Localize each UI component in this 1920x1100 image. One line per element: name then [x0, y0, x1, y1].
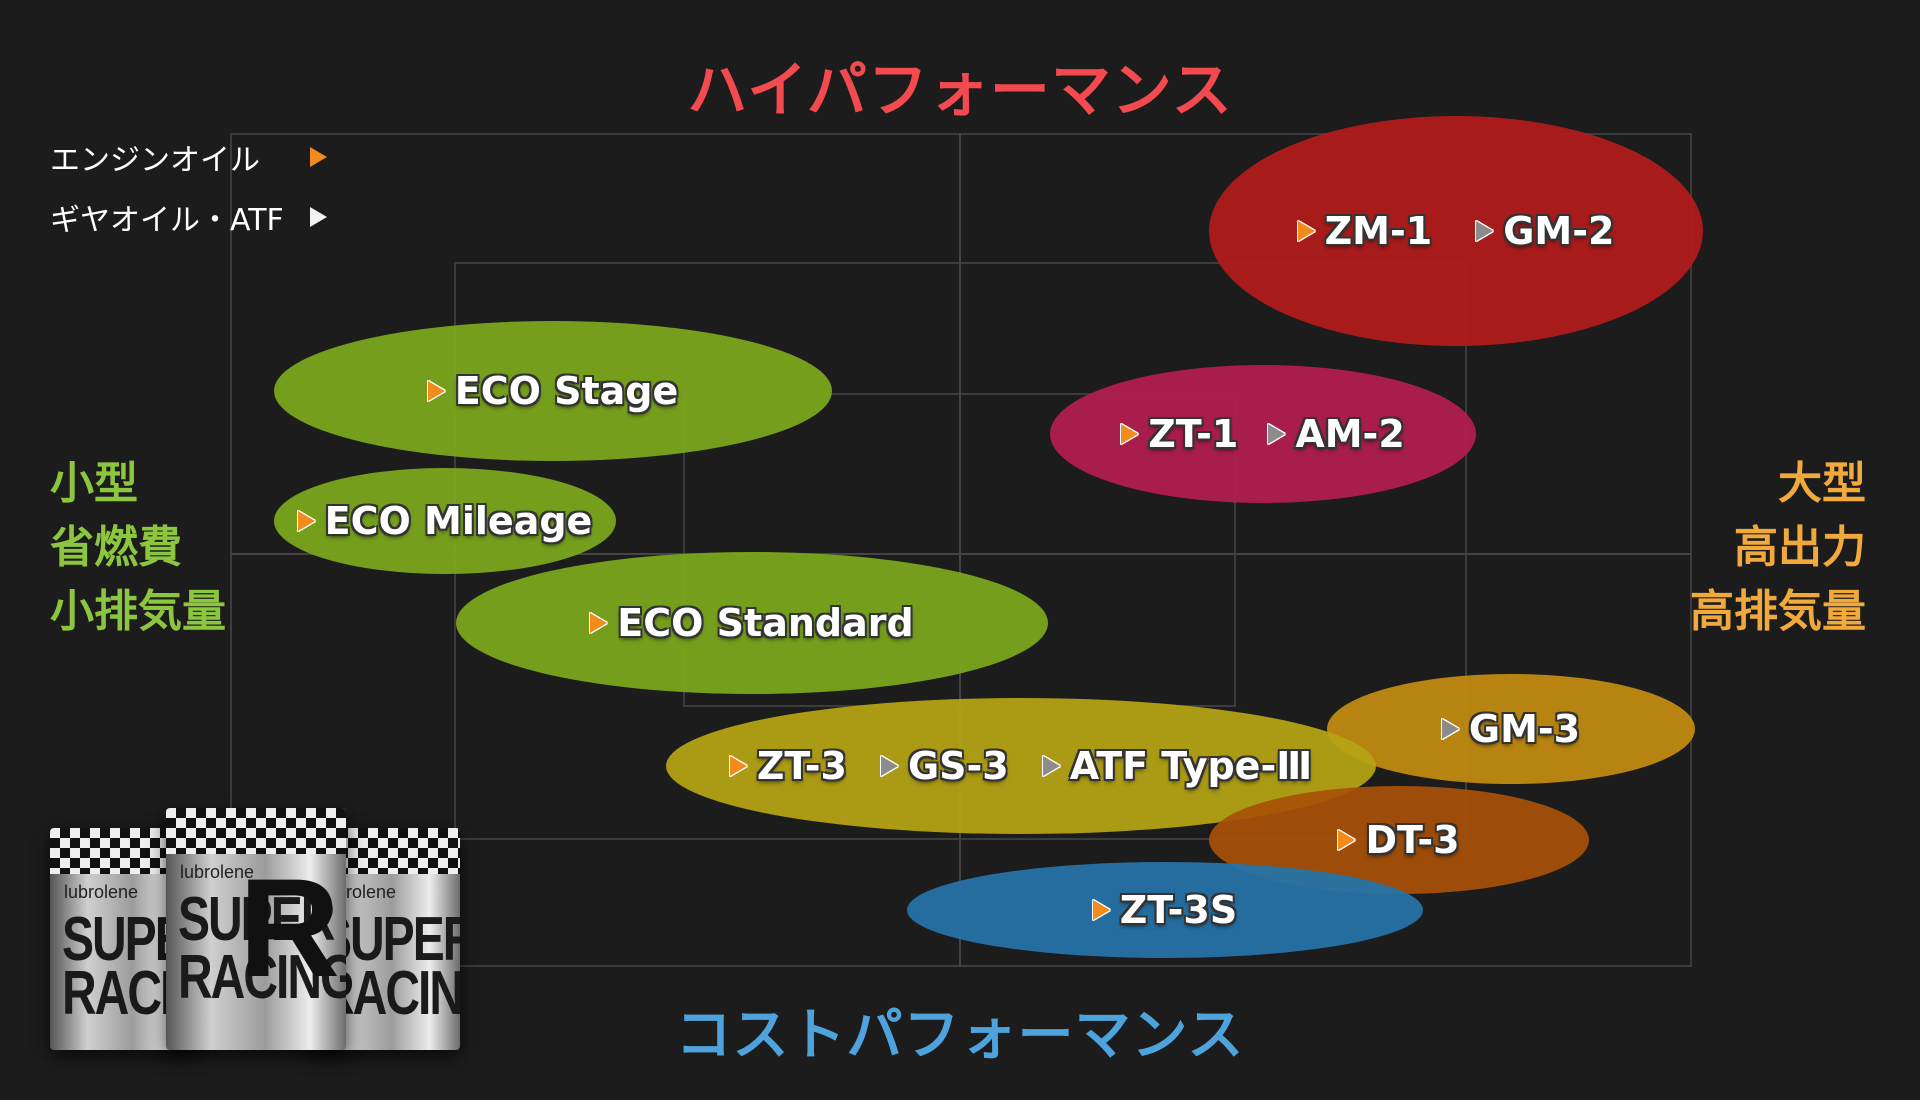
product-name: ZM-1 — [1324, 209, 1433, 253]
product-zt3s[interactable]: ZT-3S — [1092, 888, 1238, 932]
grid-horizontal-axis — [230, 553, 1692, 555]
right-label-line: 大型 — [1778, 458, 1866, 509]
product-name: ECO Stage — [454, 369, 679, 413]
engine-oil-triangle-icon — [427, 381, 445, 401]
group-eco-standard: ECO Standard — [456, 552, 1048, 694]
can-brand: lubrolene — [180, 862, 255, 882]
group-zt1-am2: ZT-1 AM-2 — [1050, 365, 1476, 503]
grid-outer — [230, 133, 1692, 967]
group-zm1-gm2: ZM-1 GM-2 — [1209, 116, 1703, 346]
gear-oil-triangle-icon — [1441, 719, 1459, 739]
product-name: ZT-3 — [756, 744, 847, 788]
engine-oil-triangle-icon — [1092, 900, 1110, 920]
product-eco-stage[interactable]: ECO Stage — [427, 369, 679, 413]
product-zt3[interactable]: ZT-3 — [729, 744, 847, 788]
product-name: ATF Type-Ⅲ — [1069, 744, 1313, 788]
gear-oil-triangle-icon — [880, 756, 898, 776]
left-label-line: 小排気量 — [50, 586, 226, 637]
product-name: ECO Standard — [617, 601, 914, 645]
product-gm2[interactable]: GM-2 — [1476, 209, 1614, 253]
product-name: ZT-3S — [1119, 888, 1238, 932]
product-name: AM-2 — [1295, 412, 1405, 456]
product-name: DT-3 — [1365, 818, 1460, 862]
product-can-image: lubrolene SUPER RACING lubrolene SUPER R… — [46, 790, 466, 1050]
product-am2[interactable]: AM-2 — [1268, 412, 1405, 456]
product-name: ZT-1 — [1148, 412, 1239, 456]
group-eco-mileage: ECO Mileage — [274, 468, 616, 574]
engine-oil-triangle-icon — [590, 613, 608, 633]
legend-label: ギヤオイル・ATF — [50, 203, 284, 238]
gear-oil-triangle-icon — [1476, 221, 1494, 241]
checker-pattern — [166, 808, 346, 854]
can-brand: lubrolene — [64, 882, 139, 902]
grid-vertical-axis — [959, 133, 961, 967]
product-name: GM-2 — [1503, 209, 1615, 253]
right-axis-label: 大型 高出力 高排気量 — [1690, 452, 1866, 644]
orange-triangle-icon — [310, 147, 327, 167]
engine-oil-triangle-icon — [1121, 424, 1139, 444]
product-name: GM-3 — [1468, 707, 1581, 751]
group-gm3: GM-3 — [1327, 674, 1695, 784]
group-eco-stage: ECO Stage — [274, 321, 832, 461]
bottom-axis-title: コストパフォーマンス — [675, 1003, 1245, 1068]
product-name: GS-3 — [907, 744, 1009, 788]
product-zt1[interactable]: ZT-1 — [1121, 412, 1238, 456]
product-zm1[interactable]: ZM-1 — [1297, 209, 1433, 253]
gear-oil-triangle-icon — [1268, 424, 1286, 444]
can-center: lubrolene SUPER RACING R — [166, 808, 346, 1050]
can-line1: SUPER — [178, 885, 335, 955]
left-axis-label: 小型 省燃費 小排気量 — [50, 452, 226, 644]
product-gm3[interactable]: GM-3 — [1441, 707, 1581, 751]
can-r-mark: R — [238, 849, 340, 1006]
left-label-line: 省燃費 — [50, 522, 182, 573]
product-eco-mileage[interactable]: ECO Mileage — [297, 499, 593, 543]
legend-engine-oil: エンジンオイル — [50, 135, 327, 179]
legend-label: エンジンオイル — [50, 143, 260, 178]
top-axis-title: ハイパフォーマンス — [687, 56, 1233, 126]
can-line2: RACING — [178, 943, 346, 1013]
engine-oil-triangle-icon — [297, 511, 315, 531]
product-eco-standard[interactable]: ECO Standard — [590, 601, 914, 645]
legend-gear-oil: ギヤオイル・ATF — [50, 195, 327, 239]
product-gs3[interactable]: GS-3 — [880, 744, 1009, 788]
engine-oil-triangle-icon — [729, 756, 747, 776]
product-atf-type-3[interactable]: ATF Type-Ⅲ — [1042, 744, 1313, 788]
right-label-line: 高排気量 — [1690, 586, 1866, 637]
group-zt3s: ZT-3S — [907, 862, 1423, 958]
product-dt3[interactable]: DT-3 — [1338, 818, 1460, 862]
white-triangle-icon — [310, 207, 327, 227]
product-name: ECO Mileage — [324, 499, 593, 543]
engine-oil-triangle-icon — [1338, 830, 1356, 850]
gear-oil-triangle-icon — [1042, 756, 1060, 776]
engine-oil-triangle-icon — [1297, 221, 1315, 241]
left-label-line: 小型 — [50, 458, 138, 509]
right-label-line: 高出力 — [1734, 522, 1866, 573]
